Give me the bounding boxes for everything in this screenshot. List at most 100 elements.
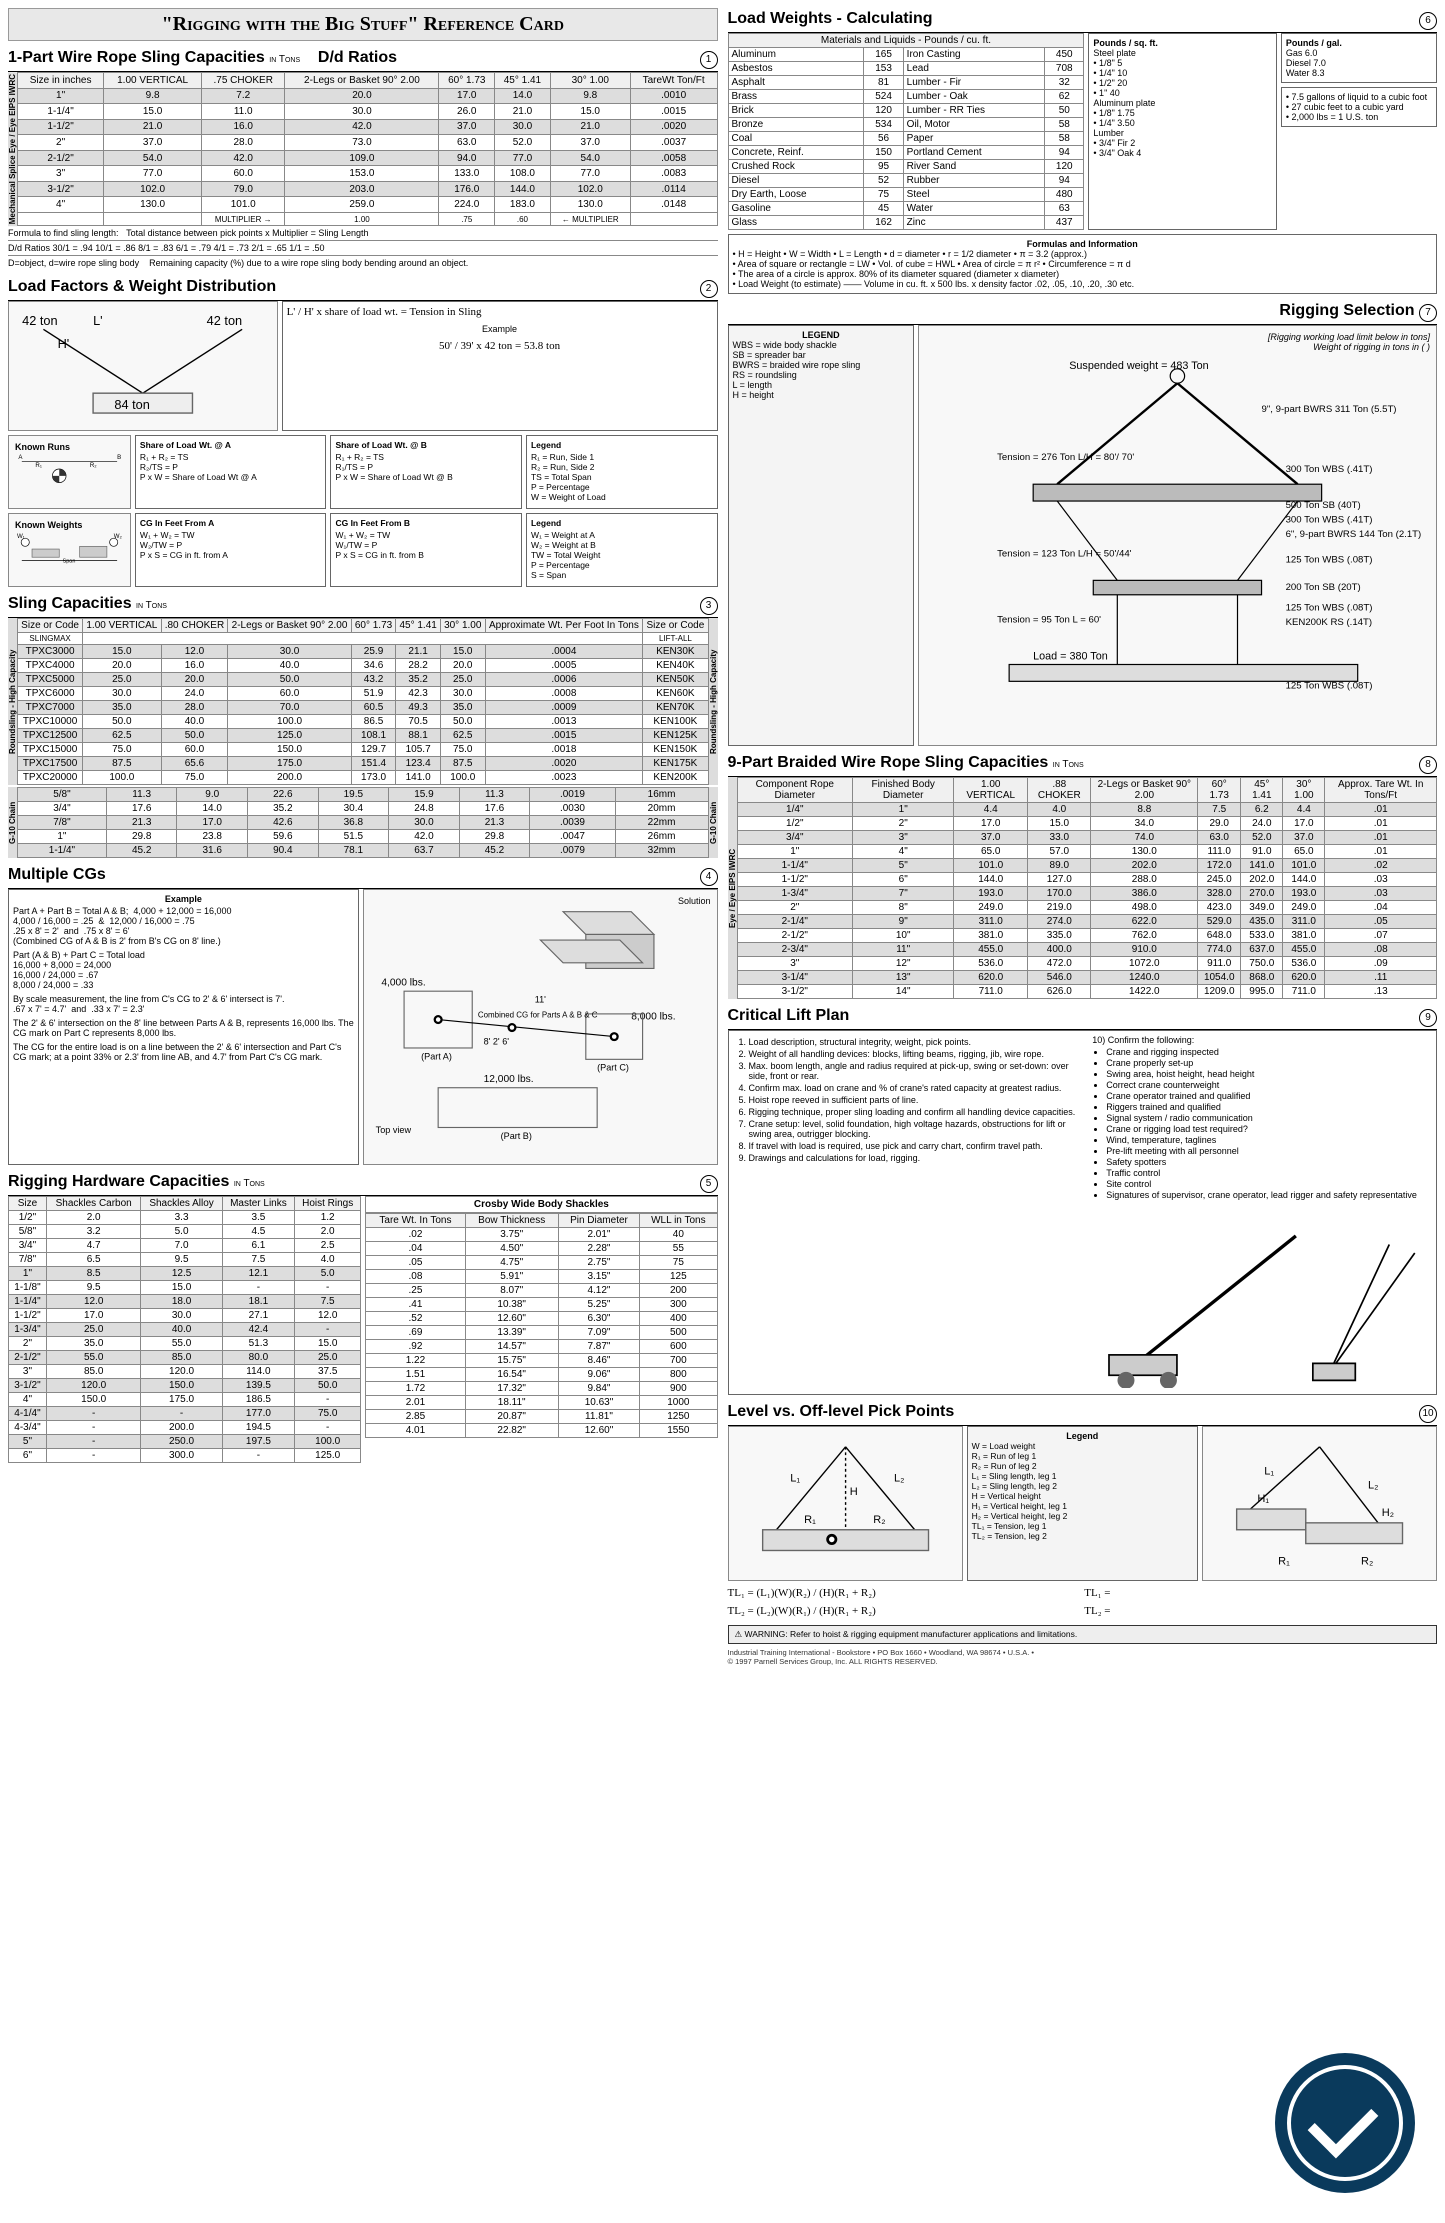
sec3-table-b: 5/8"11.39.022.619.515.911.3.001916mm3/4"… <box>17 787 709 858</box>
svg-text:125 Ton WBS (.08T): 125 Ton WBS (.08T) <box>1286 554 1373 565</box>
section-4: Multiple CGs 4 Example Part A + Part B =… <box>8 864 718 1165</box>
svg-text:L₂: L₂ <box>893 1473 903 1485</box>
list-item: • Load Weight (to estimate) —— Volume in… <box>733 279 1433 289</box>
svg-text:Combined CG for Parts A & B &: Combined CG for Parts A & B & C <box>478 1010 598 1019</box>
list-item: • Area of square or rectangle = LW • Vol… <box>733 259 1433 269</box>
sec10-diagram-1: L₁ L₂ R₁ R₂ H <box>728 1426 963 1580</box>
list-item: BWRS = braided wire rope sling <box>733 360 910 370</box>
section-8: 9-Part Braided Wire Rope Sling Capacitie… <box>728 752 1438 999</box>
sec1-title: 1-Part Wire Rope Sling Capacities <box>8 49 265 66</box>
section-6: Load Weights - Calculating 6 Materials a… <box>728 8 1438 294</box>
sec2-cg-b: CG In Feet From BW₁ + W₂ = TW W₁/TW = P … <box>330 513 522 587</box>
svg-text:Load = 380 Ton: Load = 380 Ton <box>1033 651 1108 663</box>
list-item: • 1/4" 10 <box>1093 68 1271 78</box>
list-item: W = Load weight <box>972 1441 1193 1451</box>
sec1-formula: Total distance between pick points x Mul… <box>126 228 368 238</box>
sec8-side: Eye / Eye EIPS IWRC <box>728 777 737 999</box>
sec2-formulas: L' / H' x share of load wt. = Tension in… <box>282 301 718 431</box>
sec3-table-a: Size or Code1.00 VERTICAL.80 CHOKER2-Leg… <box>17 618 709 785</box>
list-item: • The area of a circle is approx. 80% of… <box>733 269 1433 279</box>
svg-text:L₁: L₁ <box>790 1473 800 1485</box>
sec2-example: 50' / 39' x 42 ton = 53.8 ton <box>287 340 713 352</box>
svg-text:H: H <box>849 1487 857 1499</box>
sec9-right: 10) Confirm the following: Crane and rig… <box>1092 1035 1432 1391</box>
sec1-dd: D/d Ratios <box>318 49 397 66</box>
sec6-gal: Pounds / gal. Gas 6.0Diesel 7.0Water 8.3 <box>1281 33 1437 83</box>
list-item: • 2,000 lbs = 1 U.S. ton <box>1286 112 1432 122</box>
svg-text:A: A <box>18 454 23 461</box>
sec1-formula-label: Formula to find sling length: <box>8 228 119 238</box>
list-item: Traffic control <box>1106 1168 1432 1178</box>
sec2-runs-legend: LegendR₁ = Run, Side 1 R₂ = Run, Side 2 … <box>526 435 718 509</box>
svg-text:Tension = 276 Ton L/H = 80'/: Tension = 276 Ton L/H = 80'/ 70' <box>997 452 1134 463</box>
sec4-num-icon: 4 <box>700 868 718 886</box>
list-item: Water 8.3 <box>1286 68 1432 78</box>
list-item: Site control <box>1106 1179 1432 1189</box>
sec10-f1: TL₁ = (L₁)(W)(R₂) / (H)(R₁ + R₂) <box>728 1587 1081 1599</box>
svg-text:(Part A): (Part A) <box>421 1051 452 1061</box>
sec10-warning: ⚠ WARNING: Refer to hoist & rigging equi… <box>728 1625 1438 1644</box>
section-5: Rigging Hardware Capacities in Tons 5 Si… <box>8 1171 718 1463</box>
sec7-num-icon: 7 <box>1419 304 1437 322</box>
sec10-f3: TL₁ = <box>1084 1587 1437 1599</box>
sec1-dd-row: D/d Ratios 30/1 = .94 10/1 = .86 8/1 = .… <box>8 240 718 256</box>
list-item: L₁ = Sling length, leg 1 <box>972 1471 1193 1481</box>
sec9-left-list: Load description, structural integrity, … <box>733 1037 1089 1165</box>
svg-text:(Part B): (Part B) <box>500 1131 531 1141</box>
svg-text:12,000 lbs.: 12,000 lbs. <box>483 1074 533 1085</box>
list-item: L₂ = Sling length, leg 2 <box>972 1481 1193 1491</box>
list-item: Pre-lift meeting with all personnel <box>1106 1146 1432 1156</box>
svg-text:L₂: L₂ <box>1368 1480 1378 1492</box>
svg-text:B: B <box>117 454 121 461</box>
list-item: Crane operator trained and qualified <box>1106 1091 1432 1101</box>
list-item: • 7.5 gallons of liquid to a cubic foot <box>1286 92 1432 102</box>
section-1: 1-Part Wire Rope Sling Capacities in Ton… <box>8 47 718 270</box>
sec2-num-icon: 2 <box>700 280 718 298</box>
card-title: "Rigging with the Big Stuff" Reference C… <box>8 8 718 41</box>
sec5-title: Rigging Hardware Capacities <box>8 1173 229 1190</box>
sec2-cg-a: CG In Feet From AW₁ + W₂ = TW W₂/TW = P … <box>135 513 327 587</box>
list-item: Riggers trained and qualified <box>1106 1102 1432 1112</box>
list-item: Safety spotters <box>1106 1157 1432 1167</box>
sec7-diagram: [Rigging working load limit below in ton… <box>918 325 1437 746</box>
svg-text:Top view: Top view <box>375 1125 411 1135</box>
svg-text:(Part C): (Part C) <box>597 1063 629 1073</box>
sec6-title: Load Weights - Calculating <box>728 10 933 28</box>
list-item: • 27 cubic feet to a cubic yard <box>1286 102 1432 112</box>
section-10: Level vs. Off-level Pick Points 10 L₁L₂ … <box>728 1401 1438 1665</box>
list-item: • 1/8" 5 <box>1093 58 1271 68</box>
sec2-known-weights: Known Weights <box>15 520 82 530</box>
sec5-table-1: SizeShackles CarbonShackles AlloyMaster … <box>8 1196 361 1463</box>
svg-text:L': L' <box>93 313 103 328</box>
list-item: Signal system / radio communication <box>1106 1113 1432 1123</box>
svg-text:42 ton: 42 ton <box>22 313 58 328</box>
list-item: • 1" 40 <box>1093 88 1271 98</box>
sec1-dd-note1: D=object, d=wire rope sling body <box>8 258 139 268</box>
list-item: • H = Height • W = Width • L = Length • … <box>733 249 1433 259</box>
list-item: R₁ = Run of leg 1 <box>972 1451 1193 1461</box>
sec8-table: Component Rope DiameterFinished Body Dia… <box>737 777 1438 999</box>
list-item: Gas 6.0 <box>1286 48 1432 58</box>
list-item: Hoist rope reeved in sufficient parts of… <box>749 1095 1089 1105</box>
list-item: • 3/4" Fir 2 <box>1093 138 1271 148</box>
svg-text:Tension = 123 Ton L/H = 50'/4: Tension = 123 Ton L/H = 50'/44' <box>997 548 1132 559</box>
verified-badge-icon <box>1275 2053 1415 2193</box>
svg-text:Suspended weight = 483 Ton: Suspended weight = 483 Ton <box>1069 360 1208 372</box>
section-3: Sling Capacities in Tons 3 Roundsling - … <box>8 593 718 858</box>
sec3-title: Sling Capacities <box>8 595 132 612</box>
svg-text:R₂: R₂ <box>873 1514 885 1526</box>
sec2-share-b: Share of Load Wt. @ BR₁ + R₂ = TS R₁/TS … <box>330 435 522 509</box>
list-item: Weight of all handling devices: blocks, … <box>749 1049 1089 1059</box>
sec5-num-icon: 5 <box>700 1175 718 1193</box>
list-item: Load description, structural integrity, … <box>749 1037 1089 1047</box>
sec1-side: Mechanical Splice Eye / Eye EIPS IWRC <box>8 72 17 226</box>
sec4-title: Multiple CGs <box>8 866 106 884</box>
footer: Industrial Training International - Book… <box>728 1648 1438 1666</box>
sec1-num-icon: 1 <box>700 51 718 69</box>
sec7-legend: LEGEND WBS = wide body shackleSB = sprea… <box>728 325 915 746</box>
list-item: Aluminum plate <box>1093 98 1271 108</box>
sec6-conv: • 7.5 gallons of liquid to a cubic foot•… <box>1281 87 1437 127</box>
sec1-dd-note2: Remaining capacity (%) due to a wire rop… <box>149 258 468 268</box>
svg-text:R₁: R₁ <box>804 1514 816 1526</box>
svg-text:300 Ton WBS (.41T): 300 Ton WBS (.41T) <box>1286 464 1373 475</box>
